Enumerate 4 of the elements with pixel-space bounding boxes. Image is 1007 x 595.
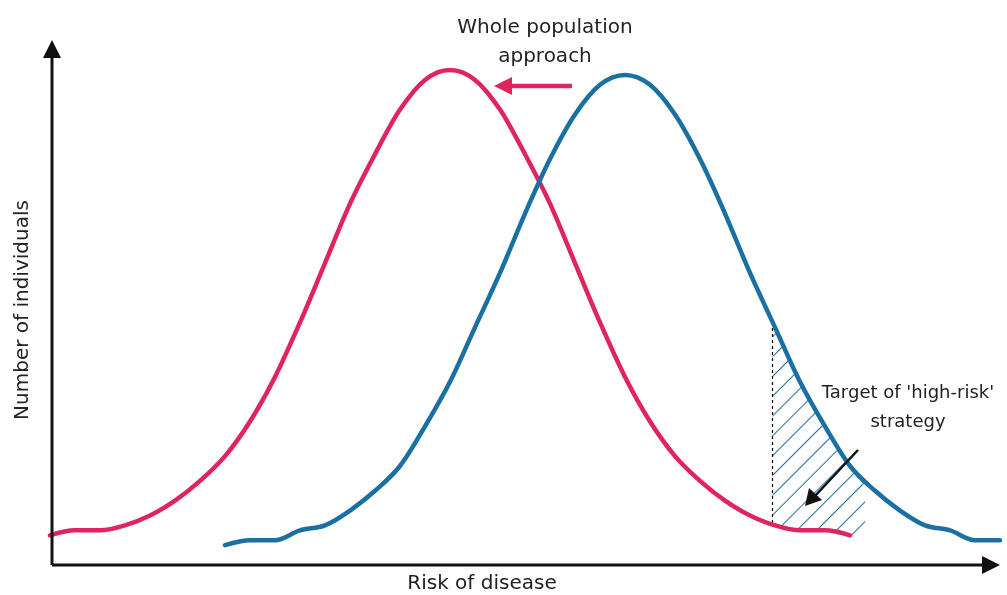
text: Whole population approach [457, 14, 633, 67]
x-axis-title: Risk of disease [407, 570, 557, 594]
y-axis-title: Number of individuals [9, 200, 33, 420]
annotation: Target of 'high-risk' strategy [820, 381, 995, 431]
